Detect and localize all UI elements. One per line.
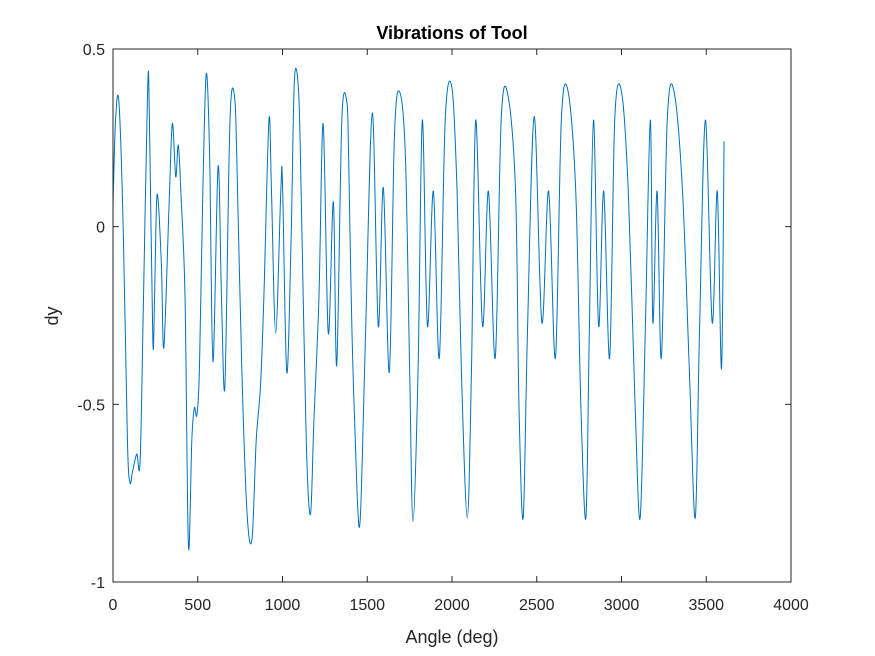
- x-tick-label: 3000: [604, 597, 640, 614]
- y-tick-label: 0: [96, 220, 105, 237]
- chart-title: Vibrations of Tool: [376, 23, 527, 43]
- x-tick-label: 4000: [773, 597, 809, 614]
- x-tick-label: 2000: [434, 597, 470, 614]
- y-tick-label: 0.5: [83, 42, 105, 59]
- series-line-0: [112, 67, 725, 551]
- x-tick-label: 1000: [265, 597, 301, 614]
- x-tick-label: 2500: [519, 597, 555, 614]
- x-tick-label: 500: [184, 597, 211, 614]
- x-tick-label: 0: [109, 597, 118, 614]
- x-axis-ticks: 0 500 1000 1500 2000 2500 3000 3500 4000: [109, 49, 809, 614]
- y-tick-label: -0.5: [77, 397, 105, 414]
- plot-layer: [112, 67, 725, 551]
- y-tick-label: -1: [91, 575, 105, 592]
- x-tick-label: 1500: [349, 597, 385, 614]
- y-axis-ticks: -1 -0.5 0 0.5: [77, 42, 791, 592]
- y-axis-label: dy: [42, 306, 62, 325]
- x-axis-label: Angle (deg): [405, 627, 498, 647]
- x-tick-label: 3500: [688, 597, 724, 614]
